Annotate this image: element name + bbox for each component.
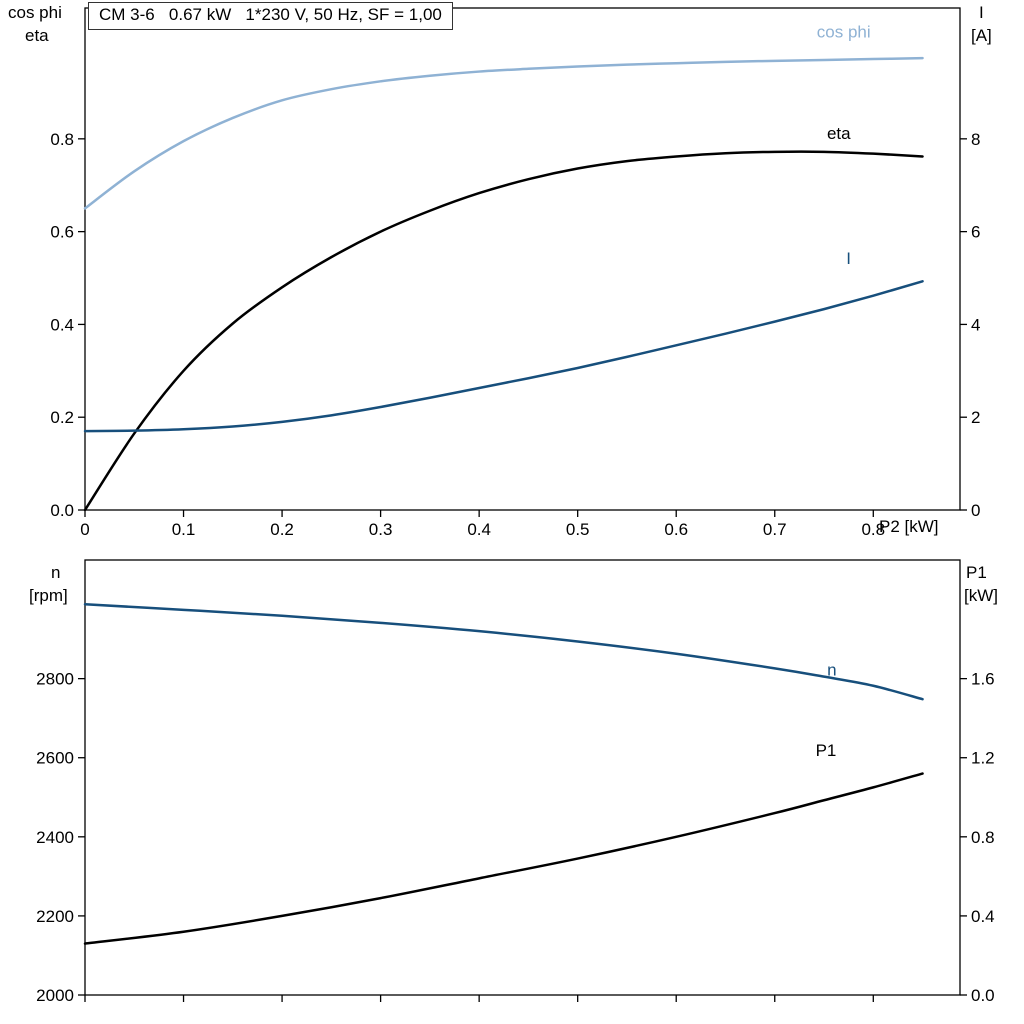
right-tick-label: 6 <box>971 223 980 242</box>
cos phi-curve-label: cos phi <box>817 23 871 42</box>
eta-curve-label: eta <box>827 124 851 143</box>
top-chart-right-axis-label-line1: I <box>979 3 984 22</box>
right-tick-label: 8 <box>971 130 980 149</box>
bottom-tick-label: 0 <box>80 520 89 539</box>
I-curve <box>83 280 924 433</box>
P1-curve-label: P1 <box>816 741 837 760</box>
left-tick-label: 0.2 <box>50 408 74 427</box>
chart-canvas: 2000 2200 2400 2600 2800 0.0 0.4 0.8 1.2 1.6 n P1 <box>36 559 995 1005</box>
left-tick-label: 0.6 <box>50 223 74 242</box>
top-chart-right-axis-label-line2: [A] <box>971 26 992 45</box>
right-tick-label: 0.4 <box>971 907 995 926</box>
left-tick-label: 2200 <box>36 907 74 926</box>
bottom-chart-right-axis-label-line2: [kW] <box>964 586 998 605</box>
right-tick-label: 0 <box>971 501 980 520</box>
right-tick-label: 4 <box>971 315 980 334</box>
left-tick-label: 2600 <box>36 749 74 768</box>
bottom-tick-label: 0.3 <box>369 520 393 539</box>
right-tick-label: 1.6 <box>971 670 995 689</box>
eta-curve <box>83 150 924 512</box>
top-chart-left-axis-label-line2: eta <box>25 26 49 45</box>
right-tick-label: 1.2 <box>971 749 995 768</box>
top-chart-left-axis-label-line1: cos phi <box>8 3 62 22</box>
bottom-chart-left-axis-label-line1: n <box>51 563 61 582</box>
I-curve-label: I <box>846 249 851 268</box>
right-tick-label: 2 <box>971 408 980 427</box>
cos phi-curve <box>83 56 924 210</box>
x-axis-label: P2 [kW] <box>879 517 939 536</box>
pump-title-box: CM 3-6 0.67 kW 1*230 V, 50 Hz, SF = 1,00 <box>88 2 453 30</box>
motor-speed-power-chart: 2000 2200 2400 2600 2800 0.0 0.4 0.8 1.2 1.6 n P1 <box>36 559 995 1005</box>
bottom-chart-left-axis-label-line2: [rpm] <box>29 586 68 605</box>
n-curve <box>83 603 924 701</box>
bottom-tick-label: 0.8 <box>861 520 885 539</box>
right-tick-label: 0.8 <box>971 828 995 847</box>
chart-canvas: 0.0 0.2 0.4 0.6 0.8 0 2 4 6 8 0 0.1 0.2 0.3 0.4 0.5 0.6 0… <box>50 7 980 539</box>
bottom-chart-right-axis-label-line1: P1 <box>966 563 987 582</box>
left-tick-label: 2400 <box>36 828 74 847</box>
bottom-tick-label: 0.4 <box>467 520 491 539</box>
bottom-tick-label: 0.6 <box>664 520 688 539</box>
P1-curve <box>83 772 924 945</box>
bottom-tick-label: 0.2 <box>270 520 294 539</box>
bottom-tick-label: 0.5 <box>566 520 590 539</box>
motor-electrical-chart: 0.0 0.2 0.4 0.6 0.8 0 2 4 6 8 0 0.1 0.2 0.3 0.4 0.5 0.6 0… <box>50 7 980 539</box>
n-curve-label: n <box>827 660 836 679</box>
plot-frame <box>84 7 961 511</box>
right-tick-label: 0.0 <box>971 986 995 1005</box>
left-tick-label: 2800 <box>36 670 74 689</box>
bottom-tick-label: 0.1 <box>172 520 196 539</box>
left-tick-label: 0.8 <box>50 130 74 149</box>
bottom-tick-label: 0.7 <box>763 520 787 539</box>
left-tick-label: 0.0 <box>50 501 74 520</box>
left-tick-label: 2000 <box>36 986 74 1005</box>
plot-frame <box>84 559 961 996</box>
left-tick-label: 0.4 <box>50 315 74 334</box>
